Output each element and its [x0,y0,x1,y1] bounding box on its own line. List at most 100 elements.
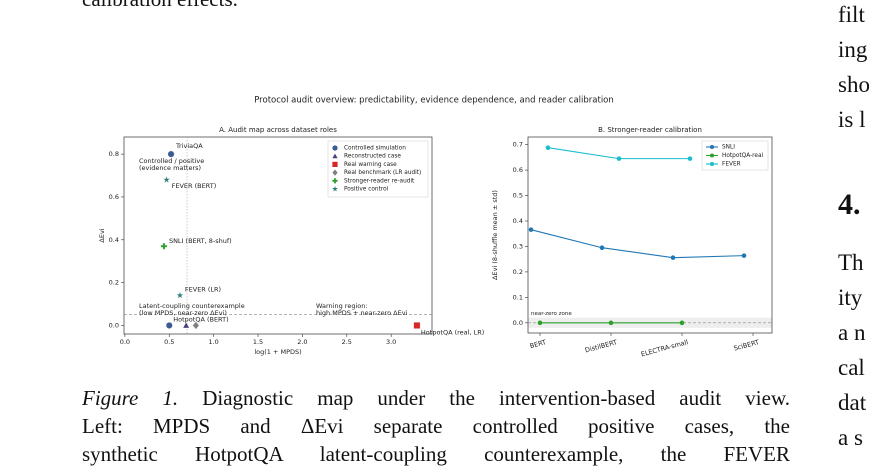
x-tick-label: BERT [529,338,547,350]
annotation: Latent-coupling counterexample [139,302,245,310]
x-axis-label: log(1 + MPDS) [254,348,301,356]
legend-marker [710,162,714,166]
body-text: a s [838,425,863,450]
body-text: a n [838,320,866,345]
legend-marker [332,145,338,151]
series-line [530,229,745,259]
body-text: calibration effects. [82,0,790,11]
annotation: Warning region: [316,302,368,310]
point [545,145,551,150]
y-tick-label: 0.4 [109,236,119,244]
point [687,156,693,161]
point-label: FEVER (BERT) [172,182,217,190]
annotation: Controlled / positive [139,157,204,165]
body-text: dat [838,390,867,415]
x-tick-label: 3.0 [386,338,396,346]
point-label: SNLI (BERT, 8-shuf) [169,237,232,245]
legend-marker [332,185,338,192]
body-text: ity [838,285,863,310]
point [162,175,171,184]
chart-title: A. Audit map across dataset roles [219,126,337,134]
legend-marker [332,161,338,167]
body-text: filt [838,2,865,27]
x-tick-label: 1.0 [208,338,218,346]
body-text: 4. [838,188,861,221]
point [608,320,614,326]
caption-line: synthetic HotpotQA latent-coupling count… [82,442,790,466]
caption-line: Left: MPDS and ΔEvi separate controlled … [82,414,790,438]
figure-title: Protocol audit overview: predictability,… [254,96,614,106]
point [741,253,747,258]
y-tick-label: 0.1 [513,293,523,301]
chart-title: B. Stronger-reader calibration [598,126,702,134]
body-text: cal [838,355,865,380]
y-tick-label: 0.2 [513,268,523,276]
legend-marker [710,153,714,158]
point [537,320,543,326]
point [182,321,190,329]
y-tick-label: 0.6 [513,166,523,174]
legend-frame [327,140,429,198]
x-tick-label: SciBERT [733,338,760,352]
legend-label: Real benchmark (LR audit) [344,170,421,176]
legend-marker [332,169,338,176]
band-label: near-zero zone [531,311,572,317]
y-axis-label: ΔEvi (8-shuffle mean ± std) [491,190,499,280]
x-tick-label: ELECTRA-small [640,338,689,358]
legend-label: Controlled simulation [344,146,406,152]
annotation: (evidence matters) [139,164,201,172]
y-axis-label: ΔEvi [98,228,106,242]
legend-label: HotpotQA-real [722,153,764,159]
y-tick-label: 0.0 [109,321,119,329]
x-tick-label: 0.0 [120,338,130,346]
annotation: (low MPDS, near-zero ΔEvi) [139,309,227,317]
point [599,245,605,251]
body-text: is l [838,107,866,132]
caption-label: Figure 1. [82,386,179,410]
point [165,322,173,329]
point [528,227,534,232]
point [679,320,685,326]
y-tick-label: 0.7 [513,141,523,149]
x-tick-label: 1.5 [253,338,263,346]
x-tick-label: DistilBERT [584,338,618,354]
legend-label: Reconstructed case [344,154,401,160]
legend-label: SNLI [722,145,735,151]
point [160,242,168,250]
legend-label: Real warning case [344,162,397,168]
caption-line: Figure 1. Diagnostic map under the inter… [82,386,790,410]
y-tick-label: 0.0 [513,319,523,327]
point [175,291,185,299]
y-tick-label: 0.4 [513,217,523,225]
annotation: high MPDS + near-zero ΔEvi [316,309,408,317]
y-tick-label: 0.5 [513,192,523,200]
x-tick-label: 2.5 [342,338,352,346]
legend-marker [710,145,714,149]
body-text: ing [838,37,868,62]
point [616,156,622,161]
y-tick-label: 0.8 [109,150,119,158]
legend-marker [332,178,338,184]
page: calibration effects. Protocol audit over… [82,0,869,466]
plot-frame [527,136,773,334]
legend-label: Stronger-reader re-audit [344,178,415,184]
body-text: Th [838,250,864,275]
figure: Protocol audit overview: predictability,… [98,96,773,358]
point-label: TriviaQA [175,142,203,150]
legend-marker [332,153,338,159]
plot-frame [123,136,433,335]
legend-label: FEVER [722,162,741,168]
caption-text: Diagnostic map under the intervention-ba… [202,386,791,410]
x-tick-label: 0.5 [164,338,174,346]
point [167,150,175,158]
point [670,255,676,260]
y-tick-label: 0.3 [513,242,523,250]
point-label: HotpotQA (real, LR) [421,328,484,336]
x-tick-label: 2.0 [297,338,307,346]
point-label: FEVER (LR) [185,285,221,293]
body-text: sho [838,72,869,97]
y-tick-label: 0.2 [109,279,119,287]
point-label: HotpotQA (BERT) [173,315,228,323]
y-tick-label: 0.6 [109,193,119,201]
point [192,321,200,330]
